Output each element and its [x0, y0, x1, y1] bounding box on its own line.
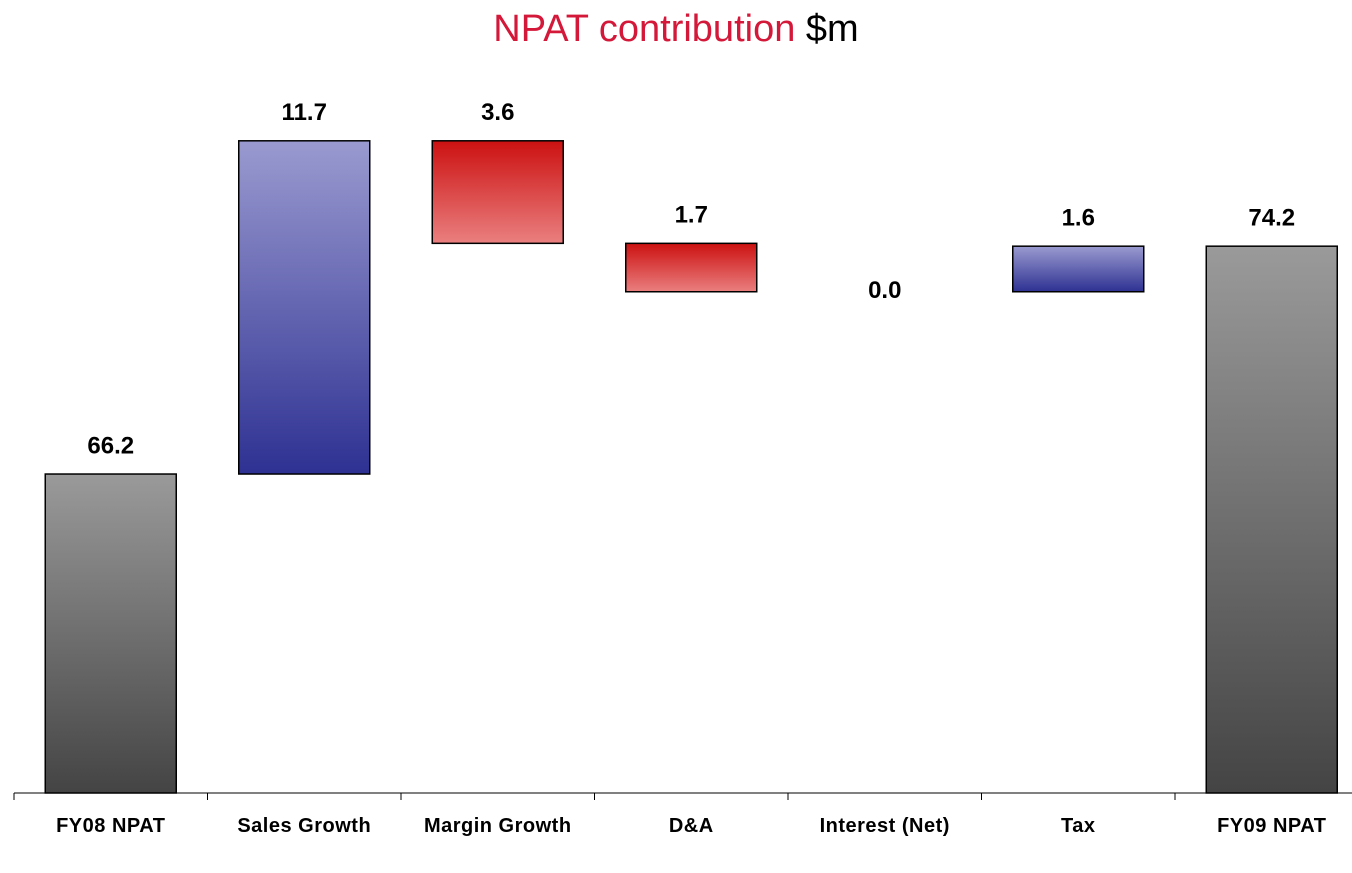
bar — [1012, 245, 1145, 293]
bar — [431, 140, 564, 245]
title-text: NPAT contribution — [493, 8, 796, 50]
bar — [238, 140, 371, 475]
value-label: 66.2 — [87, 432, 134, 459]
value-label: 1.6 — [1062, 205, 1095, 232]
value-label: 1.7 — [675, 202, 708, 229]
x-tick-label: Interest (Net) — [819, 815, 950, 837]
x-tick-label: Sales Growth — [237, 815, 372, 837]
x-tick-label: FY09 NPAT — [1217, 815, 1327, 837]
chart-title: NPAT contribution $m — [0, 8, 1352, 51]
value-label: 11.7 — [282, 99, 327, 126]
title-unit: $m — [805, 8, 859, 50]
bar — [625, 242, 758, 293]
bar — [44, 473, 177, 794]
x-tick-label: D&A — [668, 815, 714, 837]
bar — [1205, 245, 1338, 794]
x-tick-label: Tax — [1061, 815, 1096, 837]
value-label: 3.6 — [481, 99, 514, 126]
value-label: 74.2 — [1248, 205, 1295, 232]
x-tick-label: FY08 NPAT — [56, 815, 166, 837]
x-tick-label: Margin Growth — [423, 815, 572, 837]
value-label: 0.0 — [868, 277, 901, 304]
